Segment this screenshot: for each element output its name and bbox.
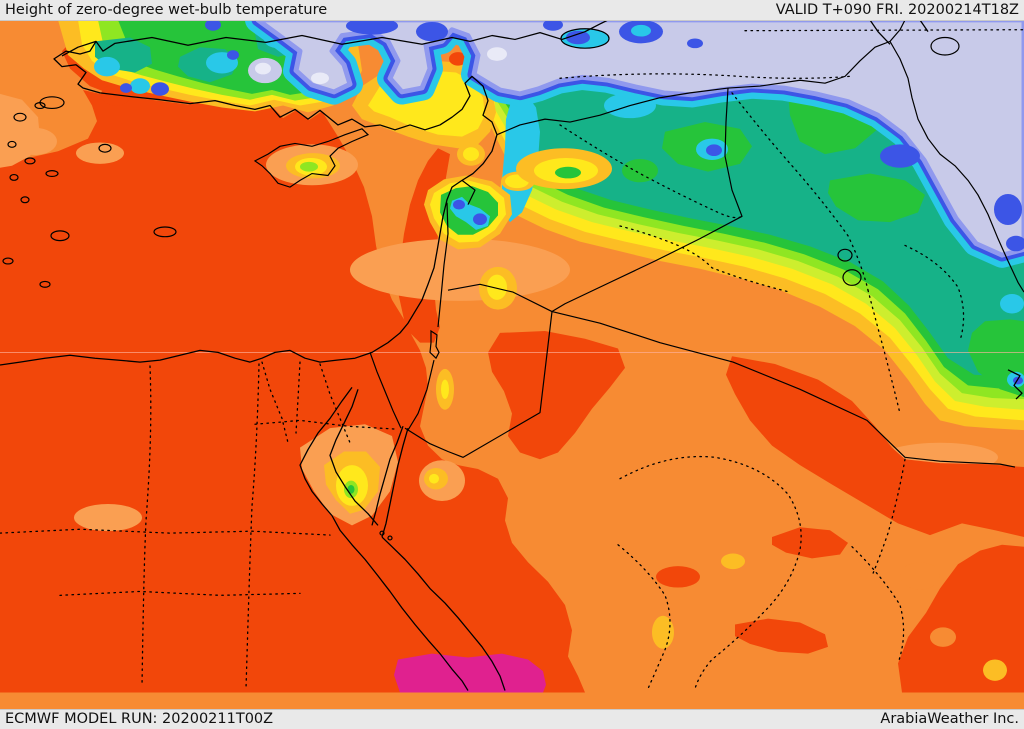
coastline-layer	[0, 20, 1023, 691]
credit-label: ArabiaWeather Inc.	[880, 711, 1019, 728]
island-lake-layer	[2, 28, 960, 541]
map-canvas	[0, 20, 1024, 710]
admin-dotted-layer	[0, 29, 1024, 690]
footer-bar: ECMWF MODEL RUN: 20200211T00Z ArabiaWeat…	[0, 709, 1024, 729]
cold-core	[245, 20, 1024, 268]
valid-time-label: VALID T+090 FRI. 20200214T18Z	[775, 1, 1019, 18]
chart-title: Height of zero-degree wet-bulb temperatu…	[5, 1, 328, 18]
header-bar: Height of zero-degree wet-bulb temperatu…	[0, 0, 1024, 21]
model-run-label: ECMWF MODEL RUN: 20200211T00Z	[5, 711, 274, 728]
contour-fill-layer	[0, 20, 1024, 710]
border-layer	[369, 20, 1024, 468]
